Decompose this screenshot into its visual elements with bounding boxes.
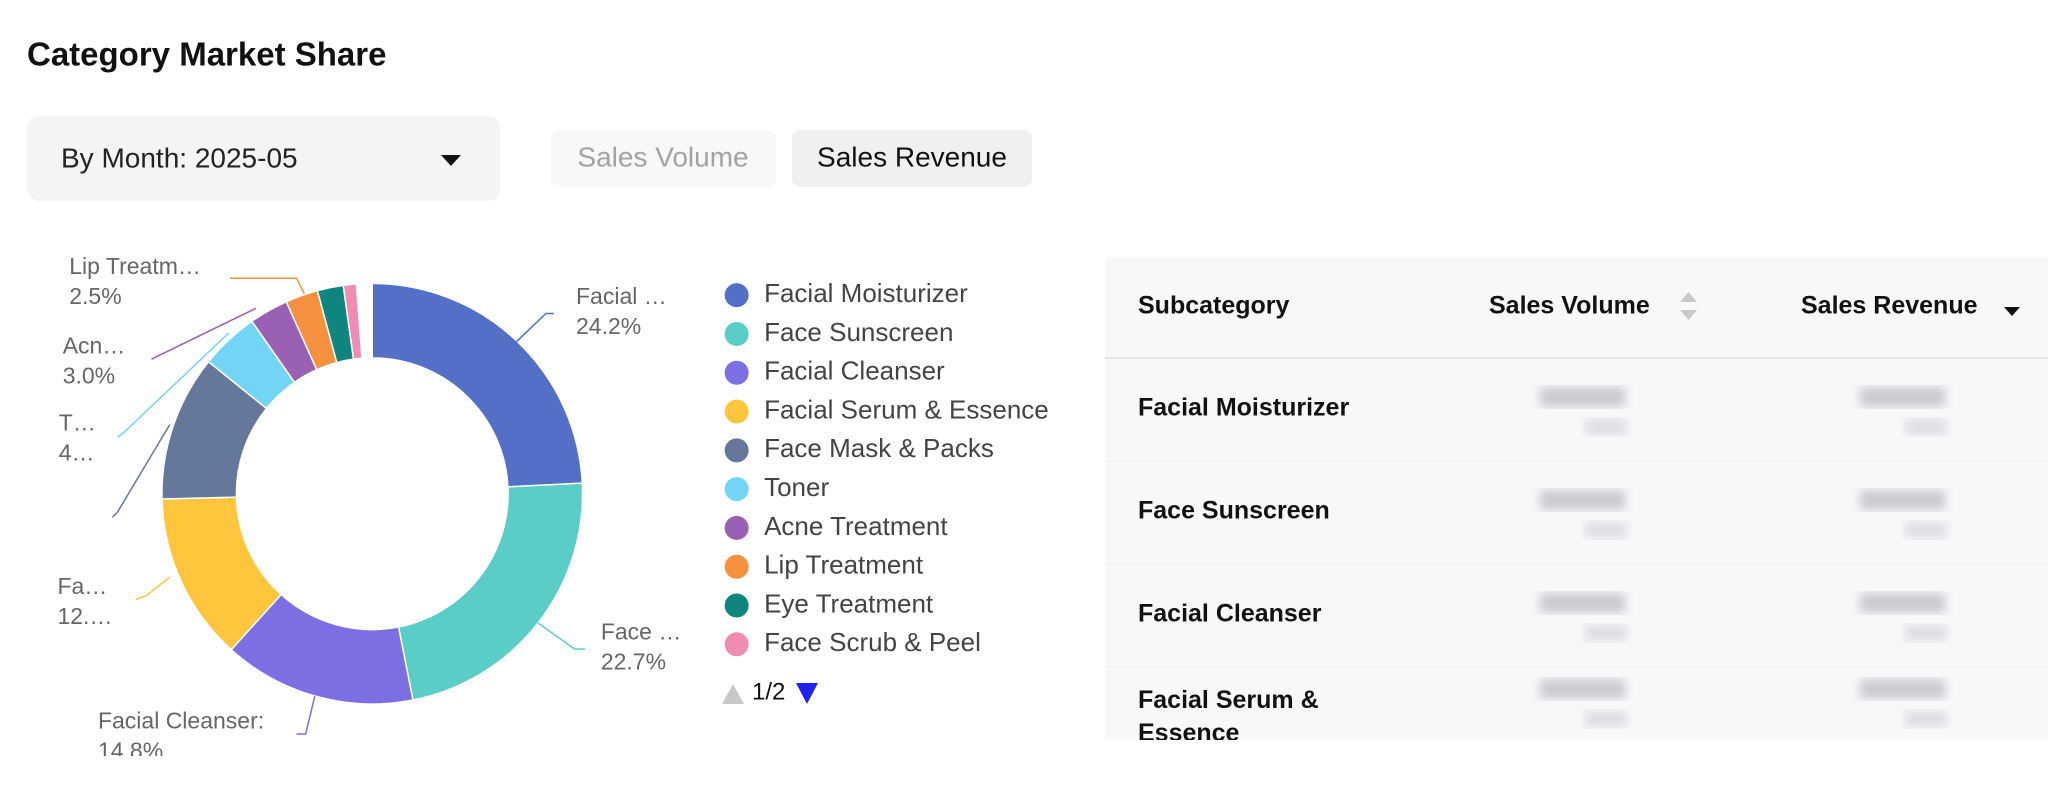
legend-label[interactable]: Lip Treatment [764, 550, 924, 580]
legend-next[interactable] [796, 683, 818, 704]
blurred-value [1860, 387, 1945, 407]
tab-sales-revenue[interactable] [792, 130, 1032, 187]
legend-swatch [724, 399, 749, 424]
slice-value-label: 14.8% [98, 737, 163, 763]
page-title: Category Market Share [27, 36, 386, 73]
legend-swatch [724, 515, 749, 540]
donut-slice [371, 282, 584, 488]
legend-label[interactable]: Face Sunscreen [764, 317, 953, 347]
leader-line [229, 277, 305, 295]
legend-label[interactable]: Acne Treatment [764, 511, 948, 541]
legend-swatch [724, 593, 749, 618]
slice-label: T… [59, 410, 96, 436]
blurred-value [1585, 625, 1627, 641]
blurred-value [1540, 593, 1625, 613]
slice-label: Fa… [57, 573, 107, 599]
slice-label: Facial … [576, 283, 667, 309]
legend-label[interactable]: Eye Treatment [764, 588, 934, 618]
column-header: Subcategory [1138, 292, 1290, 320]
blurred-value [1540, 679, 1625, 699]
table: Subcategory Sales Volume Sales Revenue Faci… [1105, 257, 2048, 747]
blurred-value [1585, 522, 1627, 538]
blurred-value [1540, 387, 1625, 407]
legend-label[interactable]: Toner [764, 472, 829, 502]
leader-line [537, 622, 586, 650]
legend-label[interactable]: Facial Moisturizer [764, 278, 968, 308]
row-name: Facial Cleanser [1138, 600, 1322, 628]
slice-label: Face … [601, 619, 682, 645]
leader-line [111, 424, 171, 518]
legend-label[interactable]: Facial Serum & Essence [764, 394, 1049, 424]
legend-swatch [724, 283, 749, 308]
legend-swatch [724, 438, 749, 463]
blurred-value [1585, 419, 1627, 435]
tab-sales-volume[interactable] [551, 130, 776, 187]
slice-value-label: 22.7% [601, 649, 666, 675]
slice-label: Acn… [63, 333, 126, 359]
blurred-value [1860, 490, 1945, 510]
blurred-value [1905, 625, 1947, 641]
period-label: By Month: 2025-05 [61, 142, 298, 173]
legend-label[interactable]: Face Mask & Packs [764, 433, 994, 463]
dropdown-caret [441, 155, 461, 166]
leader-line [151, 307, 257, 360]
slice-value-label: 4… [59, 440, 95, 466]
legend: Facial Moisturizer Face Sunscreen Facial C… [724, 278, 1049, 657]
legend-page: 1/2 [752, 678, 785, 705]
sort-icon[interactable] [2004, 307, 2020, 316]
leader-line [296, 695, 316, 735]
donut-slice [342, 283, 363, 361]
donut-slice [397, 482, 584, 701]
period-dropdown[interactable] [27, 116, 500, 201]
legend-swatch [724, 321, 749, 346]
donut-chart: Facial … 24.2% Face … 22.7% Facial Cleanser:… [57, 253, 682, 763]
row-name-line: Essence [1138, 719, 1240, 747]
row-name-line: Facial Serum & [1138, 686, 1319, 714]
row-name: Facial Moisturizer [1138, 394, 1349, 422]
tab-label: Sales Revenue [817, 141, 1007, 172]
row-name: Facial Serum & Essence [1138, 686, 1319, 747]
row-name: Face Sunscreen [1138, 497, 1330, 525]
leader-line [515, 312, 554, 343]
slice-value-label: 2.5% [69, 283, 121, 309]
blurred-value [1540, 490, 1625, 510]
legend-prev[interactable] [722, 684, 744, 704]
legend-swatch [724, 632, 749, 657]
legend-swatch [724, 477, 749, 502]
column-header[interactable]: Sales Volume [1489, 292, 1650, 320]
tab-label: Sales Volume [577, 141, 748, 172]
legend-label[interactable]: Facial Cleanser [764, 356, 945, 386]
column-header[interactable]: Sales Revenue [1801, 292, 1978, 320]
blurred-value [1585, 711, 1627, 727]
legend-label[interactable]: Face Scrub & Peel [764, 627, 981, 657]
slice-label: Facial Cleanser: [98, 707, 264, 733]
legend-swatch [724, 360, 749, 385]
blurred-value [1860, 593, 1945, 613]
sort-icon[interactable] [1680, 292, 1697, 320]
leader-line [117, 332, 230, 439]
slice-value-label: 3.0% [63, 363, 115, 389]
blurred-value [1905, 711, 1947, 727]
slice-value-label: 12.… [57, 603, 112, 629]
blurred-value [1860, 679, 1945, 699]
blurred-value [1905, 522, 1947, 538]
leader-line [135, 576, 171, 601]
slice-value-label: 24.2% [576, 313, 641, 339]
legend-swatch [724, 554, 749, 579]
slice-label: Lip Treatm… [69, 253, 201, 279]
blurred-value [1905, 419, 1947, 435]
